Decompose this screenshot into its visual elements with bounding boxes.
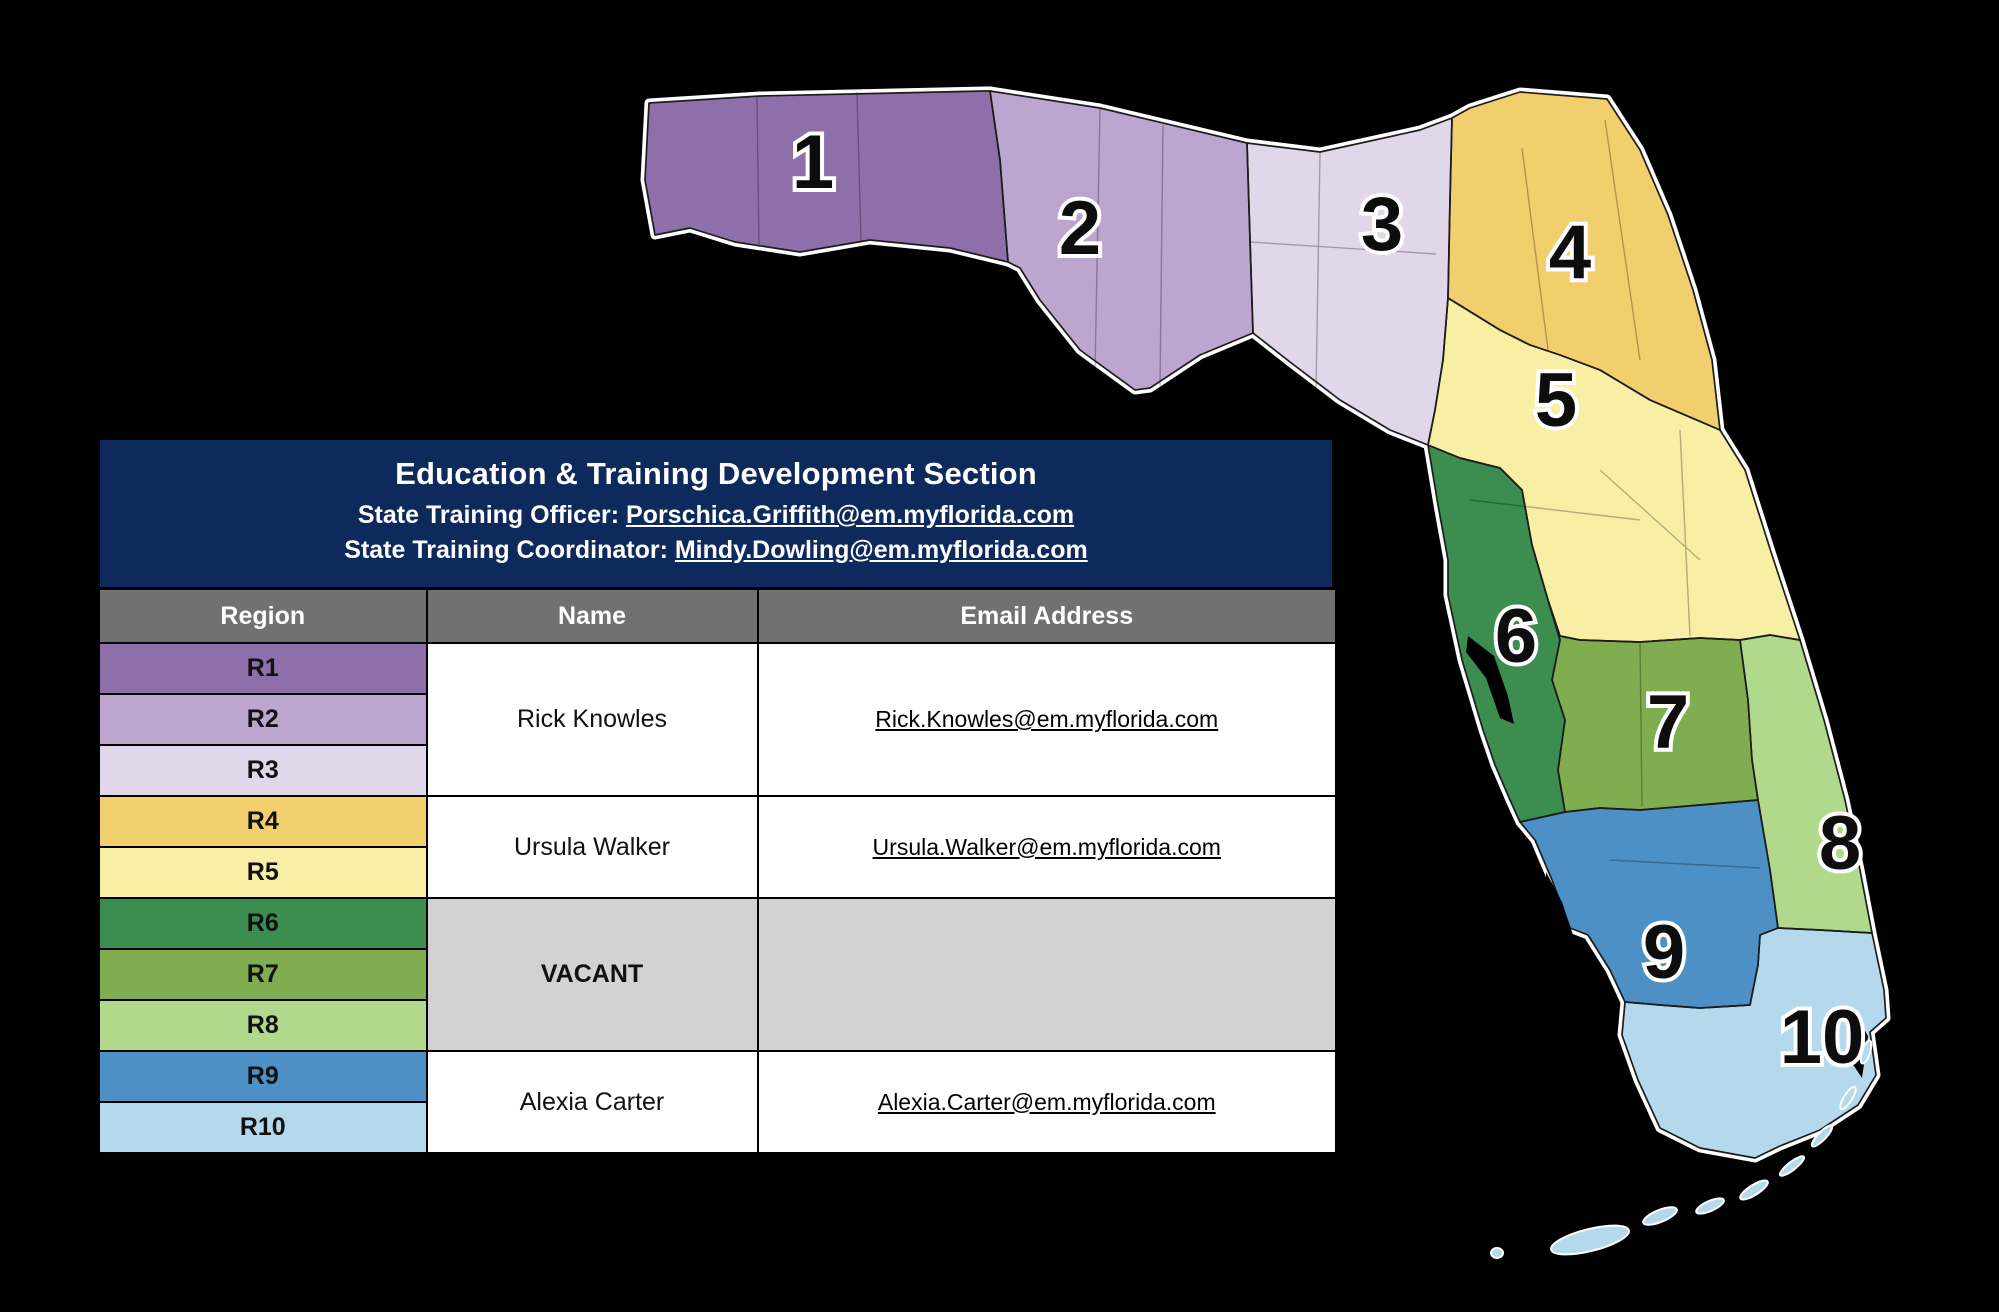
county-lines [756,91,1761,869]
map-label-4: 4 [1549,210,1591,295]
region-cell-r9: R9 [97,1050,428,1103]
map-region-r8 [1740,635,1872,933]
region-number-labels: 1 2 3 4 5 6 7 8 9 10 [788,116,1868,1084]
officer-label: State Training Officer: [357,501,620,529]
table-row: R1 Rick Knowles Rick.Knowles@em.myflorid… [97,642,1338,797]
coordinator-line: State Training Coordinator: Mindy.Dowlin… [100,536,1332,565]
table-row: R3 [97,744,1337,797]
table-row: R2 [97,693,1337,746]
info-panel: Education & Training Development Section… [97,437,1338,1155]
map-region-r2 [990,91,1253,390]
region-cell-r4: R4 [97,795,428,848]
map-label-9: 9 [1643,910,1685,995]
email-link-alexia-carter[interactable]: Alexia.Carter@em.myflorida.com [877,1088,1216,1115]
table-row: R10 [97,1101,1337,1155]
map-label-7: 7 [1647,680,1689,765]
coordinator-email-link[interactable]: Mindy.Dowling@em.myflorida.com [674,536,1088,564]
map-region-r7 [1548,600,1758,812]
email-cell-alexia-carter: Alexia.Carter@em.myflorida.com [756,1050,1338,1155]
column-header-row: Region Name Email Address [97,587,1338,644]
table-row: R9 Alexia Carter Alexia.Carter@em.myflor… [97,1050,1338,1155]
region-borders [644,90,1887,1159]
region-contact-table: Region Name Email Address R1 Rick Knowle… [97,587,1338,1155]
map-label-6: 6 [1495,594,1537,679]
region-cell-r6: R6 [97,897,428,950]
florida-keys [1490,1039,1873,1259]
panel-title: Education & Training Development Section [395,456,1037,491]
map-region-r9 [1520,800,1778,1008]
map-region-r3 [1247,118,1452,445]
col-header-region: Region [97,587,428,644]
table-row: R8 [97,999,1337,1052]
region-fills [645,91,1886,1158]
email-cell-vacant [756,897,1338,1052]
name-cell-ursula-walker: Ursula Walker [425,795,759,899]
officer-line: State Training Officer: Porschica.Griffi… [100,501,1332,530]
map-label-10: 10 [1780,995,1865,1080]
bay-inlet [1466,636,1514,724]
map-label-5: 5 [1535,358,1577,443]
table-row: R6 VACANT [97,897,1338,1052]
map-label-3: 3 [1361,182,1403,267]
map-label-8: 8 [1819,801,1861,886]
map-label-1: 1 [792,120,834,205]
name-cell-rick-knowles: Rick Knowles [425,642,759,797]
region-cell-r8: R8 [97,999,428,1052]
col-header-email: Email Address [756,587,1338,644]
map-region-r4 [1448,92,1720,430]
map-region-r10 [1622,928,1886,1158]
region-cell-r2: R2 [97,693,428,746]
email-cell-rick-knowles: Rick.Knowles@em.myflorida.com [756,642,1338,797]
region-cell-r5: R5 [97,846,428,899]
region-cell-r10: R10 [97,1101,428,1155]
table-row: R4 Ursula Walker Ursula.Walker@em.myflor… [97,795,1338,899]
region-cell-r3: R3 [97,744,428,797]
col-header-name: Name [425,587,759,644]
coordinator-label: State Training Coordinator: [344,536,668,564]
region-cell-r7: R7 [97,948,428,1001]
map-region-r1 [645,91,1008,262]
bay-inlet [1546,872,1574,938]
officer-email-link[interactable]: Porschica.Griffith@em.myflorida.com [626,501,1075,529]
map-region-r5 [1428,298,1800,642]
name-cell-vacant: VACANT [425,897,759,1052]
email-cell-ursula-walker: Ursula.Walker@em.myflorida.com [756,795,1338,899]
panel-header: Education & Training Development Section… [97,437,1335,587]
email-link-rick-knowles[interactable]: Rick.Knowles@em.myflorida.com [875,706,1219,732]
table-row: R7 [97,948,1337,1001]
map-label-2: 2 [1059,186,1101,271]
email-link-ursula-walker[interactable]: Ursula.Walker@em.myflorida.com [872,833,1221,860]
name-cell-alexia-carter: Alexia Carter [425,1050,759,1155]
table-row: R5 [97,846,1337,899]
region-cell-r1: R1 [97,642,428,695]
